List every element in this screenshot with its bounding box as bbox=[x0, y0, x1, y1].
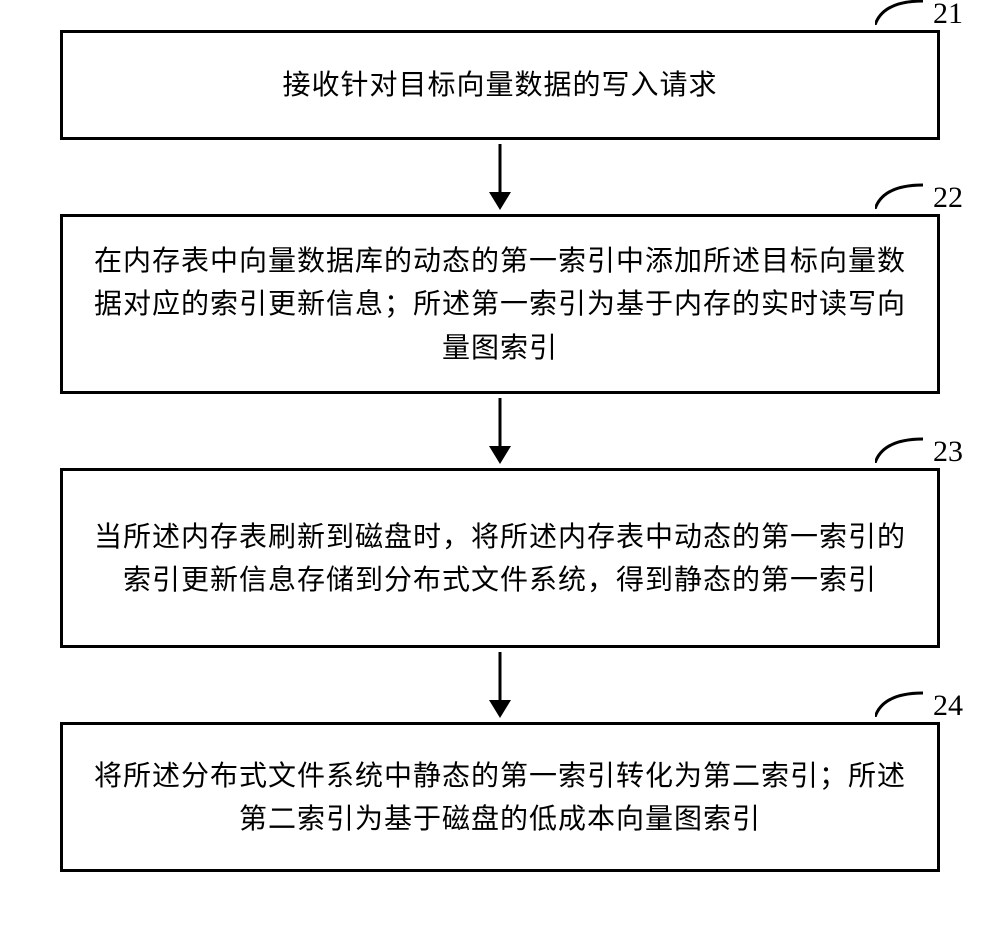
flowchart-container: 21 接收针对目标向量数据的写入请求 22 在内存表中向量数据库的动态的第一索引… bbox=[50, 30, 950, 872]
callout-21: 21 bbox=[875, 0, 955, 39]
arrow-21-22 bbox=[50, 144, 950, 210]
flow-node-21: 21 接收针对目标向量数据的写入请求 bbox=[60, 30, 940, 140]
callout-24: 24 bbox=[875, 691, 955, 731]
callout-23: 23 bbox=[875, 437, 955, 477]
arrow-22-23 bbox=[50, 398, 950, 464]
node-text: 将所述分布式文件系统中静态的第一索引转化为第二索引；所述第二索引为基于磁盘的低成… bbox=[93, 754, 907, 841]
flow-node-24: 24 将所述分布式文件系统中静态的第一索引转化为第二索引；所述第二索引为基于磁盘… bbox=[60, 722, 940, 872]
flow-node-22: 22 在内存表中向量数据库的动态的第一索引中添加所述目标向量数据对应的索引更新信… bbox=[60, 214, 940, 394]
node-label: 21 bbox=[933, 0, 963, 31]
node-label: 22 bbox=[933, 181, 963, 215]
callout-22: 22 bbox=[875, 183, 955, 223]
node-text: 接收针对目标向量数据的写入请求 bbox=[282, 63, 717, 106]
node-label: 24 bbox=[933, 689, 963, 723]
arrow-23-24 bbox=[50, 652, 950, 718]
flow-node-23: 23 当所述内存表刷新到磁盘时，将所述内存表中动态的第一索引的索引更新信息存储到… bbox=[60, 468, 940, 648]
node-label: 23 bbox=[933, 435, 963, 469]
node-text: 当所述内存表刷新到磁盘时，将所述内存表中动态的第一索引的索引更新信息存储到分布式… bbox=[93, 515, 907, 602]
node-text: 在内存表中向量数据库的动态的第一索引中添加所述目标向量数据对应的索引更新信息；所… bbox=[93, 239, 907, 369]
